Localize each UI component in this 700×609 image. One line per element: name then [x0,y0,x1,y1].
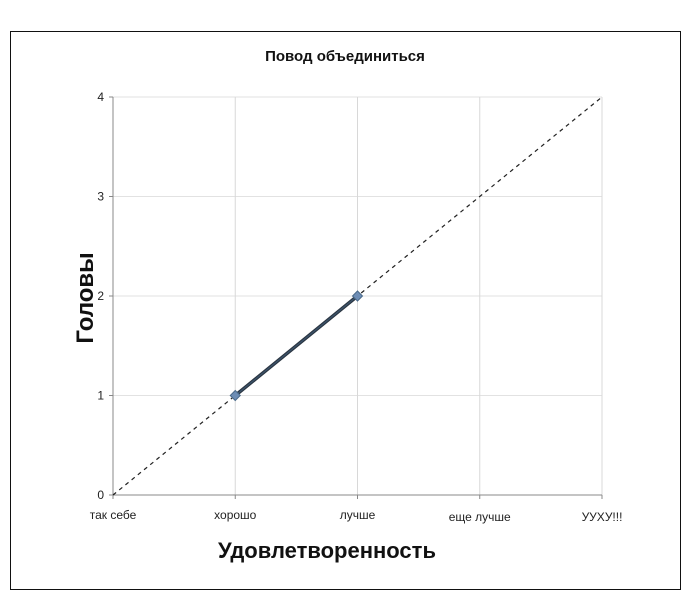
x-tick-label: еще лучше [449,510,511,524]
y-tick-label: 4 [97,90,104,104]
y-tick-label: 1 [97,389,104,403]
x-tick-label: лучше [340,508,376,522]
series-line-highlight [234,295,358,396]
y-tick-label: 2 [97,289,104,303]
y-tick-label: 0 [97,488,104,502]
x-tick-label: так себе [90,508,137,522]
data-point-marker [351,290,364,302]
y-axis-label: Головы [72,252,99,343]
x-tick-label: УУХУ!!! [582,510,623,524]
y-tick-label: 3 [97,190,104,204]
chart-frame [10,31,681,590]
x-tick-label: хорошо [214,508,257,522]
chart-title: Повод объединиться [265,48,425,65]
x-axis-label: Удовлетворенность [218,538,436,563]
data-point-marker [229,389,241,402]
